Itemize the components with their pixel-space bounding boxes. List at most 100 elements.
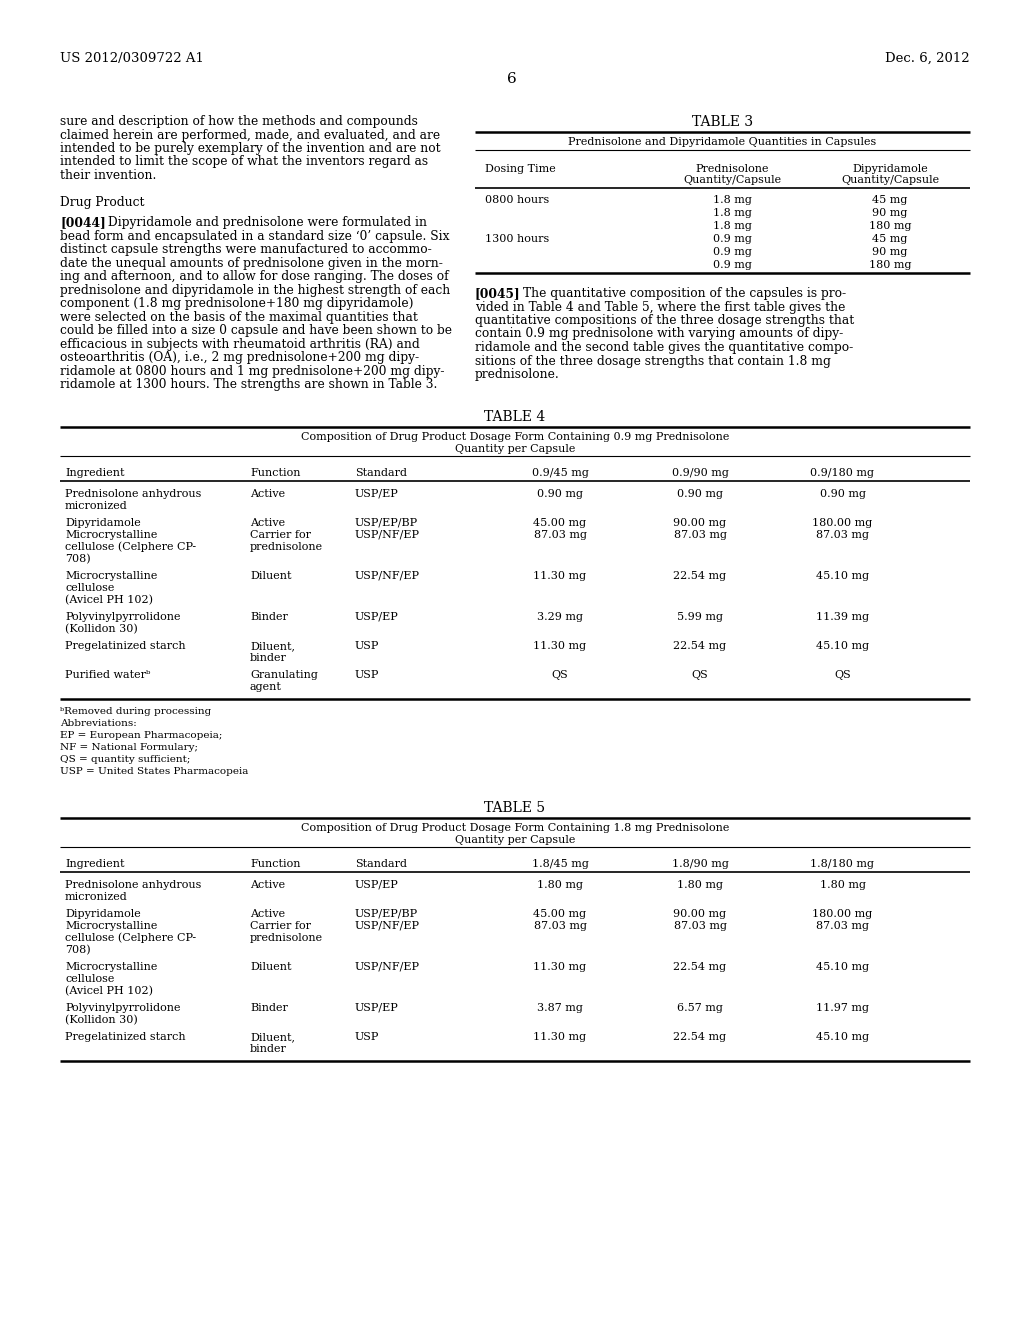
Text: Composition of Drug Product Dosage Form Containing 0.9 mg Prednisolone: Composition of Drug Product Dosage Form …	[301, 432, 729, 442]
Text: 45.10 mg: 45.10 mg	[816, 1032, 869, 1041]
Text: 0.9/45 mg: 0.9/45 mg	[531, 467, 589, 478]
Text: binder: binder	[250, 1044, 287, 1053]
Text: Abbreviations:: Abbreviations:	[60, 719, 137, 727]
Text: 22.54 mg: 22.54 mg	[674, 962, 727, 972]
Text: TABLE 3: TABLE 3	[692, 115, 753, 129]
Text: [0044]: [0044]	[60, 216, 105, 230]
Text: 180.00 mg: 180.00 mg	[812, 908, 872, 919]
Text: (Kollidon 30): (Kollidon 30)	[65, 1015, 138, 1026]
Text: cellulose (Celphere CP-: cellulose (Celphere CP-	[65, 933, 197, 944]
Text: 45 mg: 45 mg	[872, 195, 907, 205]
Text: USP/EP: USP/EP	[355, 879, 398, 890]
Text: US 2012/0309722 A1: US 2012/0309722 A1	[60, 51, 204, 65]
Text: 22.54 mg: 22.54 mg	[674, 1032, 727, 1041]
Text: Prednisolone anhydrous: Prednisolone anhydrous	[65, 879, 202, 890]
Text: 0.9 mg: 0.9 mg	[713, 247, 752, 257]
Text: 11.30 mg: 11.30 mg	[534, 640, 587, 651]
Text: (Avicel PH 102): (Avicel PH 102)	[65, 986, 153, 997]
Text: Dipyridamole and prednisolone were formulated in: Dipyridamole and prednisolone were formu…	[108, 216, 427, 230]
Text: 87.03 mg: 87.03 mg	[674, 529, 726, 540]
Text: Active: Active	[250, 879, 285, 890]
Text: USP: USP	[355, 1032, 379, 1041]
Text: EP = European Pharmacopeia;: EP = European Pharmacopeia;	[60, 731, 222, 739]
Text: 11.30 mg: 11.30 mg	[534, 962, 587, 972]
Text: 1.80 mg: 1.80 mg	[537, 879, 583, 890]
Text: ridamole at 0800 hours and 1 mg prednisolone+200 mg dipy-: ridamole at 0800 hours and 1 mg predniso…	[60, 364, 444, 378]
Text: sure and description of how the methods and compounds: sure and description of how the methods …	[60, 115, 418, 128]
Text: Prednisolone and Dipyridamole Quantities in Capsules: Prednisolone and Dipyridamole Quantities…	[568, 137, 877, 147]
Text: agent: agent	[250, 681, 282, 692]
Text: Dipyridamole: Dipyridamole	[852, 164, 928, 174]
Text: prednisolone.: prednisolone.	[475, 368, 560, 381]
Text: 11.30 mg: 11.30 mg	[534, 570, 587, 581]
Text: vided in Table 4 and Table 5, where the first table gives the: vided in Table 4 and Table 5, where the …	[475, 301, 846, 314]
Text: Active: Active	[250, 517, 285, 528]
Text: Standard: Standard	[355, 859, 407, 869]
Text: claimed herein are performed, made, and evaluated, and are: claimed herein are performed, made, and …	[60, 128, 440, 141]
Text: Function: Function	[250, 467, 300, 478]
Text: 6.57 mg: 6.57 mg	[677, 1003, 723, 1012]
Text: ᵇRemoved during processing: ᵇRemoved during processing	[60, 706, 211, 715]
Text: Pregelatinized starch: Pregelatinized starch	[65, 1032, 185, 1041]
Text: cellulose: cellulose	[65, 582, 115, 593]
Text: 90 mg: 90 mg	[872, 209, 907, 218]
Text: 180 mg: 180 mg	[868, 260, 911, 271]
Text: 0.9 mg: 0.9 mg	[713, 260, 752, 271]
Text: 180 mg: 180 mg	[868, 220, 911, 231]
Text: Polyvinylpyrrolidone: Polyvinylpyrrolidone	[65, 611, 180, 622]
Text: 45.10 mg: 45.10 mg	[816, 570, 869, 581]
Text: Composition of Drug Product Dosage Form Containing 1.8 mg Prednisolone: Composition of Drug Product Dosage Form …	[301, 822, 729, 833]
Text: Diluent: Diluent	[250, 962, 292, 972]
Text: 87.03 mg: 87.03 mg	[816, 529, 869, 540]
Text: QS: QS	[552, 669, 568, 680]
Text: ridamole and the second table gives the quantitative compo-: ridamole and the second table gives the …	[475, 341, 853, 354]
Text: 90.00 mg: 90.00 mg	[674, 908, 727, 919]
Text: 0.90 mg: 0.90 mg	[819, 488, 865, 499]
Text: USP/NF/EP: USP/NF/EP	[355, 529, 420, 540]
Text: sitions of the three dosage strengths that contain 1.8 mg: sitions of the three dosage strengths th…	[475, 355, 830, 367]
Text: Microcrystalline: Microcrystalline	[65, 921, 158, 931]
Text: ridamole at 1300 hours. The strengths are shown in Table 3.: ridamole at 1300 hours. The strengths ar…	[60, 379, 437, 391]
Text: 1.80 mg: 1.80 mg	[677, 879, 723, 890]
Text: prednisolone: prednisolone	[250, 933, 324, 942]
Text: QS: QS	[691, 669, 709, 680]
Text: 1.8 mg: 1.8 mg	[713, 220, 752, 231]
Text: component (1.8 mg prednisolone+180 mg dipyridamole): component (1.8 mg prednisolone+180 mg di…	[60, 297, 414, 310]
Text: USP = United States Pharmacopeia: USP = United States Pharmacopeia	[60, 767, 249, 776]
Text: bead form and encapsulated in a standard size ‘0’ capsule. Six: bead form and encapsulated in a standard…	[60, 230, 450, 243]
Text: Microcrystalline: Microcrystalline	[65, 570, 158, 581]
Text: micronized: micronized	[65, 500, 128, 511]
Text: 87.03 mg: 87.03 mg	[534, 921, 587, 931]
Text: 45.00 mg: 45.00 mg	[534, 908, 587, 919]
Text: USP: USP	[355, 669, 379, 680]
Text: Prednisolone: Prednisolone	[695, 164, 769, 174]
Text: 3.87 mg: 3.87 mg	[537, 1003, 583, 1012]
Text: USP/EP/BP: USP/EP/BP	[355, 908, 418, 919]
Text: Binder: Binder	[250, 1003, 288, 1012]
Text: 11.30 mg: 11.30 mg	[534, 1032, 587, 1041]
Text: USP/EP: USP/EP	[355, 488, 398, 499]
Text: were selected on the basis of the maximal quantities that: were selected on the basis of the maxima…	[60, 310, 418, 323]
Text: Dosing Time: Dosing Time	[485, 164, 556, 174]
Text: 87.03 mg: 87.03 mg	[674, 921, 726, 931]
Text: Dec. 6, 2012: Dec. 6, 2012	[886, 51, 970, 65]
Text: Active: Active	[250, 908, 285, 919]
Text: Quantity/Capsule: Quantity/Capsule	[683, 176, 781, 185]
Text: 87.03 mg: 87.03 mg	[534, 529, 587, 540]
Text: 11.97 mg: 11.97 mg	[816, 1003, 869, 1012]
Text: [0045]: [0045]	[475, 286, 520, 300]
Text: 22.54 mg: 22.54 mg	[674, 570, 727, 581]
Text: distinct capsule strengths were manufactured to accommo-: distinct capsule strengths were manufact…	[60, 243, 432, 256]
Text: 1.8 mg: 1.8 mg	[713, 195, 752, 205]
Text: Microcrystalline: Microcrystalline	[65, 962, 158, 972]
Text: date the unequal amounts of prednisolone given in the morn-: date the unequal amounts of prednisolone…	[60, 257, 442, 269]
Text: USP/NF/EP: USP/NF/EP	[355, 921, 420, 931]
Text: 0.9/180 mg: 0.9/180 mg	[811, 467, 874, 478]
Text: 0800 hours: 0800 hours	[485, 195, 549, 205]
Text: Diluent: Diluent	[250, 570, 292, 581]
Text: Purified waterᵇ: Purified waterᵇ	[65, 669, 151, 680]
Text: (Avicel PH 102): (Avicel PH 102)	[65, 595, 153, 605]
Text: Polyvinylpyrrolidone: Polyvinylpyrrolidone	[65, 1003, 180, 1012]
Text: Quantity per Capsule: Quantity per Capsule	[455, 834, 575, 845]
Text: intended to be purely exemplary of the invention and are not: intended to be purely exemplary of the i…	[60, 143, 440, 154]
